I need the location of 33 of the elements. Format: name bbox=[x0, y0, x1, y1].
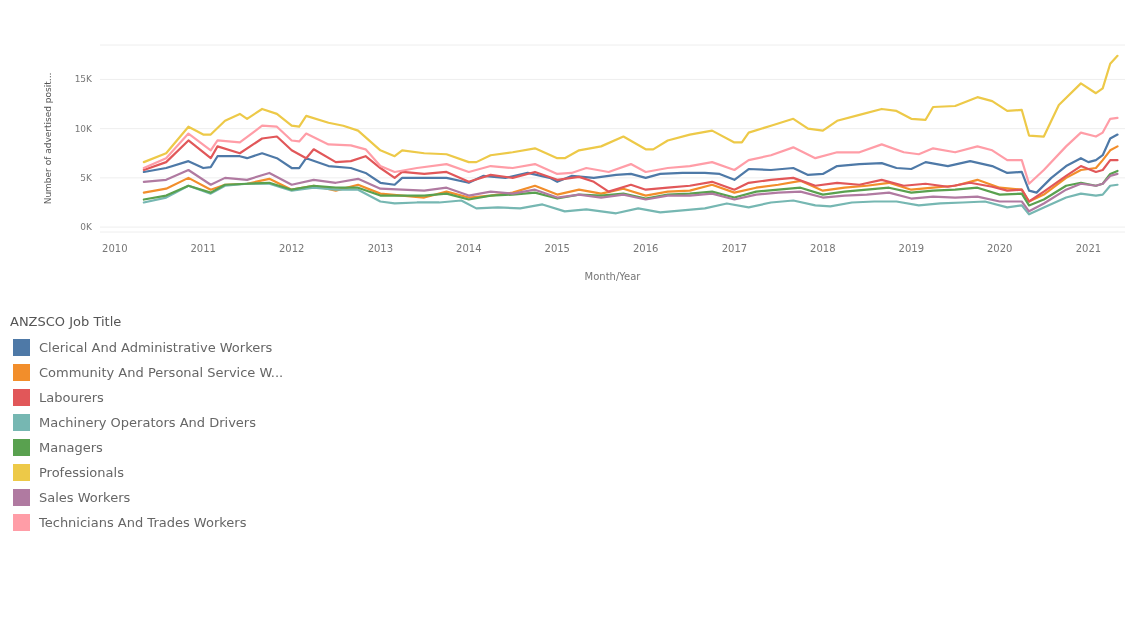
y-tick-label: 0K bbox=[80, 222, 94, 233]
x-axis-title: Month/Year bbox=[584, 271, 642, 282]
x-tick-label: 2012 bbox=[278, 243, 305, 254]
x-tick-label: 2011 bbox=[190, 243, 216, 254]
legend-label: Professionals bbox=[39, 465, 124, 480]
line-series bbox=[142, 54, 1119, 164]
x-tick-label: 2015 bbox=[544, 243, 570, 254]
x-tick-label: 2019 bbox=[898, 243, 924, 254]
legend-label: Community And Personal Service W... bbox=[39, 365, 284, 380]
x-tick-label: 2014 bbox=[456, 243, 482, 254]
x-tick-label: 2013 bbox=[367, 243, 394, 254]
legend-label: Labourers bbox=[39, 390, 104, 405]
line-series bbox=[142, 116, 1119, 185]
line-series bbox=[142, 169, 1119, 207]
x-tick-label: 2016 bbox=[632, 243, 659, 254]
y-axis-title: Number of advertised posit... bbox=[43, 72, 54, 205]
line-series bbox=[142, 133, 1119, 194]
line-series bbox=[142, 168, 1119, 213]
y-tick-label: 15K bbox=[74, 74, 94, 85]
x-tick-label: 2017 bbox=[721, 243, 748, 254]
y-tick-label: 5K bbox=[80, 172, 94, 183]
x-tick-label: 2018 bbox=[810, 243, 836, 254]
x-tick-label: 2020 bbox=[987, 243, 1013, 254]
legend-label: Managers bbox=[39, 440, 103, 455]
legend-label: Machinery Operators And Drivers bbox=[39, 415, 256, 430]
line-series bbox=[142, 182, 1119, 216]
x-tick-label: 2010 bbox=[102, 243, 128, 254]
legend-label: Sales Workers bbox=[39, 490, 131, 505]
legend-label: Technicians And Trades Workers bbox=[39, 515, 247, 530]
x-tick-label: 2021 bbox=[1075, 243, 1102, 254]
y-tick-label: 10K bbox=[74, 123, 94, 134]
legend-title: ANZSCO Job Title bbox=[10, 314, 123, 329]
legend-label: Clerical And Administrative Workers bbox=[39, 340, 273, 355]
